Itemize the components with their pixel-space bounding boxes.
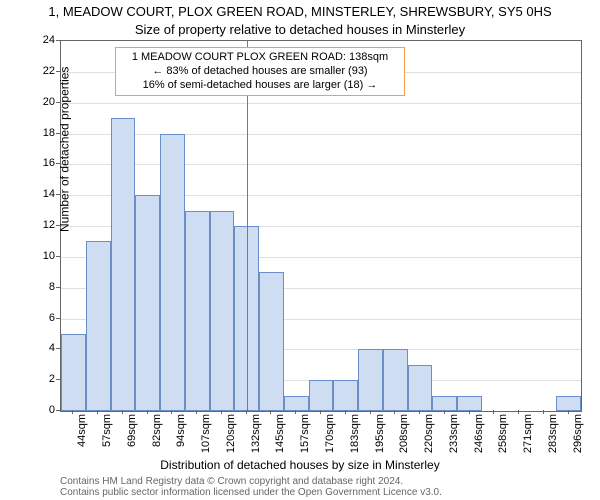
x-tick-mark bbox=[568, 410, 569, 414]
y-tick-mark bbox=[56, 163, 60, 164]
histogram-bar bbox=[309, 380, 334, 411]
reference-line bbox=[247, 41, 248, 411]
histogram-bar bbox=[432, 396, 457, 411]
x-tick-label: 246sqm bbox=[473, 414, 485, 474]
y-tick-mark bbox=[56, 102, 60, 103]
x-tick-mark bbox=[444, 410, 445, 414]
y-tick-label: 0 bbox=[15, 404, 55, 416]
histogram-bar bbox=[259, 272, 284, 411]
y-axis-label: Number of detached properties bbox=[58, 67, 72, 232]
histogram-bar bbox=[160, 134, 185, 412]
y-tick-mark bbox=[56, 410, 60, 411]
x-tick-label: 258sqm bbox=[497, 414, 509, 474]
annotation-line: 1 MEADOW COURT PLOX GREEN ROAD: 138sqm bbox=[122, 51, 398, 65]
x-tick-mark bbox=[419, 410, 420, 414]
footer-line-1: Contains HM Land Registry data © Crown c… bbox=[60, 476, 442, 487]
y-tick-label: 20 bbox=[15, 96, 55, 108]
x-tick-mark bbox=[345, 410, 346, 414]
x-tick-mark bbox=[246, 410, 247, 414]
gridline-h bbox=[61, 134, 581, 135]
histogram-bar bbox=[383, 349, 408, 411]
y-tick-mark bbox=[56, 133, 60, 134]
annotation-line: 16% of semi-detached houses are larger (… bbox=[122, 79, 398, 93]
x-tick-label: 120sqm bbox=[225, 414, 237, 474]
x-tick-label: 69sqm bbox=[126, 414, 138, 474]
x-tick-label: 220sqm bbox=[423, 414, 435, 474]
x-tick-mark bbox=[394, 410, 395, 414]
histogram-bar bbox=[457, 396, 482, 411]
histogram-bar bbox=[135, 195, 160, 411]
histogram-bar bbox=[358, 349, 383, 411]
histogram-bar bbox=[61, 334, 86, 411]
x-tick-label: 145sqm bbox=[274, 414, 286, 474]
y-tick-mark bbox=[56, 71, 60, 72]
y-tick-label: 14 bbox=[15, 188, 55, 200]
x-tick-mark bbox=[147, 410, 148, 414]
y-tick-label: 6 bbox=[15, 312, 55, 324]
y-tick-label: 16 bbox=[15, 157, 55, 169]
x-tick-label: 107sqm bbox=[200, 414, 212, 474]
footer-attribution: Contains HM Land Registry data © Crown c… bbox=[60, 476, 442, 498]
x-tick-label: 271sqm bbox=[522, 414, 534, 474]
y-tick-label: 24 bbox=[15, 34, 55, 46]
histogram-bar bbox=[408, 365, 433, 411]
histogram-bar bbox=[111, 118, 136, 411]
histogram-bar bbox=[86, 241, 111, 411]
y-tick-mark bbox=[56, 256, 60, 257]
x-tick-mark bbox=[493, 410, 494, 414]
x-tick-label: 170sqm bbox=[324, 414, 336, 474]
x-tick-label: 82sqm bbox=[151, 414, 163, 474]
x-tick-mark bbox=[72, 410, 73, 414]
histogram-bar bbox=[210, 211, 235, 411]
x-tick-mark bbox=[196, 410, 197, 414]
x-tick-label: 132sqm bbox=[250, 414, 262, 474]
x-tick-mark bbox=[320, 410, 321, 414]
x-tick-label: 183sqm bbox=[349, 414, 361, 474]
x-tick-mark bbox=[518, 410, 519, 414]
x-tick-label: 94sqm bbox=[175, 414, 187, 474]
x-tick-label: 208sqm bbox=[398, 414, 410, 474]
x-tick-mark bbox=[270, 410, 271, 414]
x-tick-label: 296sqm bbox=[572, 414, 584, 474]
x-tick-label: 44sqm bbox=[76, 414, 88, 474]
gridline-h bbox=[61, 164, 581, 165]
x-tick-mark bbox=[295, 410, 296, 414]
y-tick-label: 18 bbox=[15, 127, 55, 139]
x-tick-mark bbox=[469, 410, 470, 414]
x-tick-label: 233sqm bbox=[448, 414, 460, 474]
x-tick-label: 157sqm bbox=[299, 414, 311, 474]
y-tick-label: 8 bbox=[15, 281, 55, 293]
x-tick-mark bbox=[370, 410, 371, 414]
y-tick-label: 22 bbox=[15, 65, 55, 77]
y-tick-mark bbox=[56, 318, 60, 319]
x-tick-label: 195sqm bbox=[374, 414, 386, 474]
histogram-bar bbox=[185, 211, 210, 411]
x-tick-mark bbox=[97, 410, 98, 414]
gridline-h bbox=[61, 103, 581, 104]
page-title-line1: 1, MEADOW COURT, PLOX GREEN ROAD, MINSTE… bbox=[0, 4, 600, 19]
x-tick-label: 57sqm bbox=[101, 414, 113, 474]
histogram-bar bbox=[333, 380, 358, 411]
x-tick-mark bbox=[543, 410, 544, 414]
y-tick-mark bbox=[56, 194, 60, 195]
y-tick-label: 4 bbox=[15, 342, 55, 354]
annotation-line: ← 83% of detached houses are smaller (93… bbox=[122, 65, 398, 79]
x-tick-mark bbox=[122, 410, 123, 414]
y-tick-mark bbox=[56, 40, 60, 41]
annotation-box: 1 MEADOW COURT PLOX GREEN ROAD: 138sqm← … bbox=[115, 47, 405, 96]
y-tick-label: 10 bbox=[15, 250, 55, 262]
y-tick-label: 2 bbox=[15, 373, 55, 385]
y-tick-label: 12 bbox=[15, 219, 55, 231]
y-tick-mark bbox=[56, 379, 60, 380]
histogram-bar bbox=[284, 396, 309, 411]
footer-line-2: Contains public sector information licen… bbox=[60, 487, 442, 498]
x-tick-label: 283sqm bbox=[547, 414, 559, 474]
y-tick-mark bbox=[56, 225, 60, 226]
histogram-bar bbox=[556, 396, 581, 411]
y-tick-mark bbox=[56, 348, 60, 349]
page-title-line2: Size of property relative to detached ho… bbox=[0, 22, 600, 37]
x-tick-mark bbox=[171, 410, 172, 414]
x-tick-mark bbox=[221, 410, 222, 414]
y-tick-mark bbox=[56, 287, 60, 288]
